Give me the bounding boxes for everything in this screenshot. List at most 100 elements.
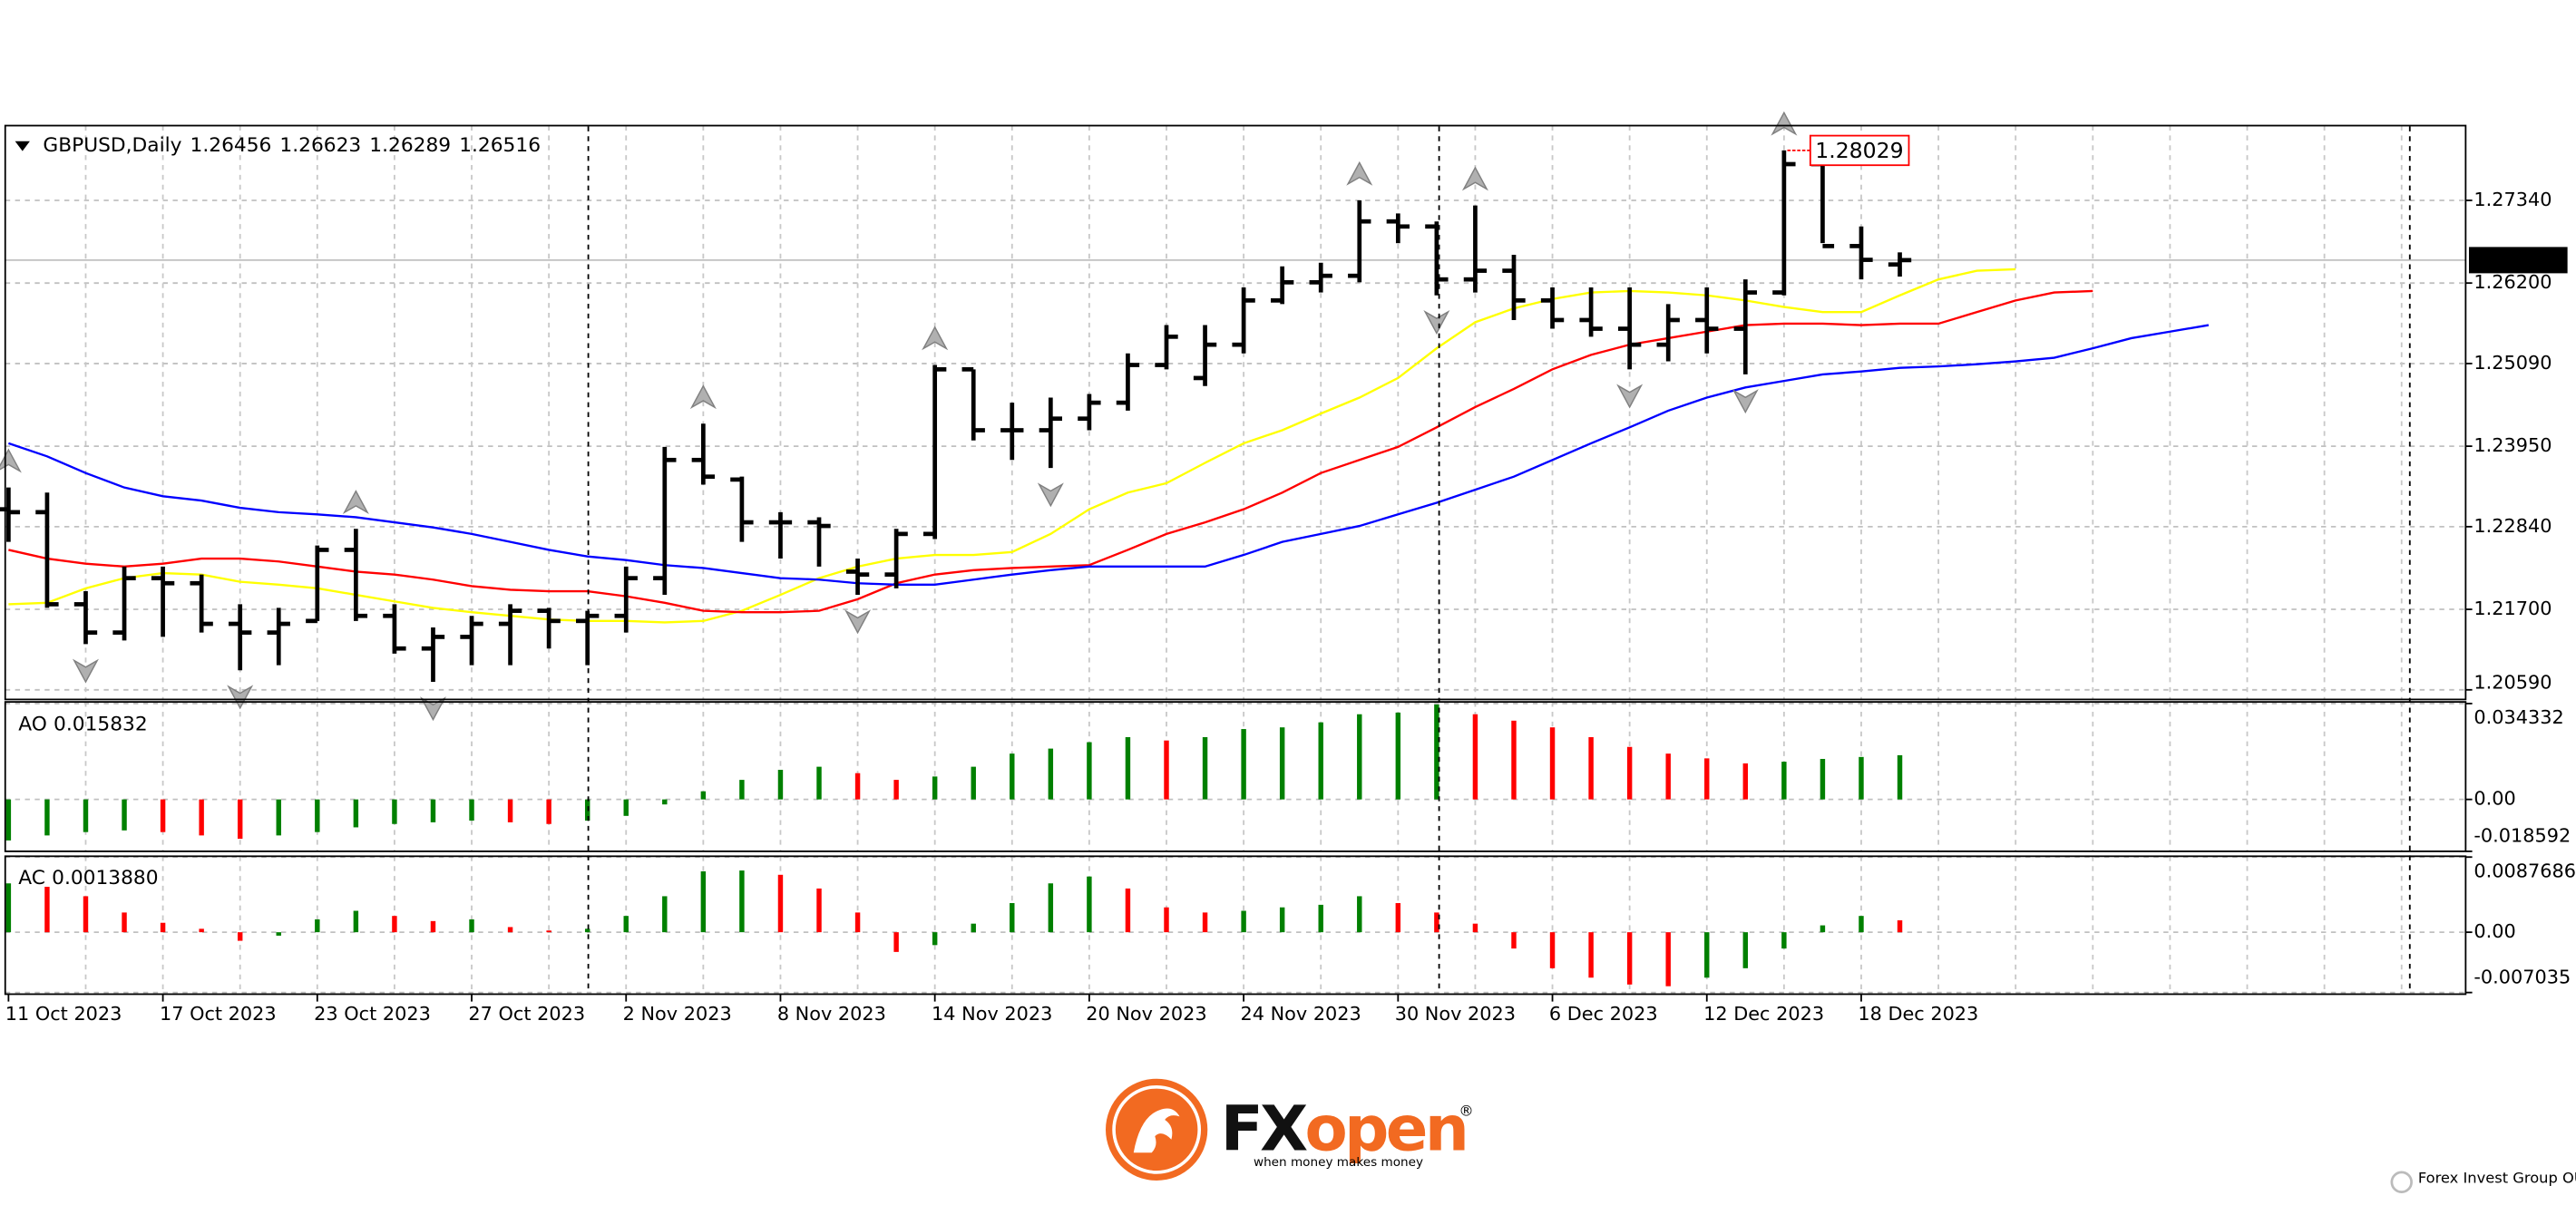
- histogram-bar: [1781, 932, 1787, 949]
- fractal-up: [1461, 166, 1488, 191]
- histogram-bar: [1087, 742, 1092, 800]
- histogram-bar: [1742, 932, 1749, 968]
- histogram-bar: [854, 912, 861, 933]
- x-tick-label: 18 Dec 2023: [1858, 1003, 1978, 1025]
- logo-lion: [1133, 1108, 1180, 1153]
- histogram-bar: [1781, 762, 1787, 800]
- histogram-bar: [5, 883, 12, 933]
- max-price-label: 1.28029: [1815, 138, 1903, 163]
- menu-triangle[interactable]: [15, 141, 30, 151]
- histogram-bar: [1820, 925, 1826, 933]
- x-tick-label: 17 Oct 2023: [160, 1003, 277, 1025]
- y-tick-label: 1.21700: [2474, 598, 2552, 619]
- y-tick-label: 1.20590: [2474, 671, 2552, 693]
- y-tick-label: 1.26200: [2474, 271, 2552, 293]
- current-price-box: [2468, 247, 2568, 274]
- fractal-up: [922, 326, 949, 351]
- histogram-bar: [469, 919, 474, 933]
- histogram-bar: [1626, 932, 1633, 985]
- histogram-bar: [1279, 907, 1285, 933]
- logo-ring: [1112, 1084, 1202, 1174]
- histogram-bar: [1010, 753, 1015, 800]
- ma-line: [8, 324, 2210, 587]
- histogram-bar: [1704, 758, 1710, 800]
- histogram-bar: [160, 799, 166, 832]
- x-tick-label: 2 Nov 2023: [623, 1003, 732, 1025]
- logo-registered: ®: [1459, 1102, 1473, 1119]
- histogram-bar: [430, 920, 436, 933]
- histogram-bar: [1357, 714, 1362, 800]
- indicator-value: 0.015832: [54, 713, 148, 735]
- fractal-up: [1346, 160, 1373, 186]
- histogram-bar: [1202, 912, 1208, 933]
- histogram-bar: [584, 928, 590, 933]
- histogram-bar: [1549, 932, 1556, 968]
- symbol: GBPUSD,Daily: [43, 134, 181, 157]
- histogram-bar: [1897, 920, 1903, 933]
- histogram-bar: [1742, 763, 1749, 800]
- panel-frame: [4, 124, 2467, 701]
- histogram-bar: [1588, 736, 1594, 800]
- histogram-bar: [1087, 876, 1092, 933]
- histogram-bar: [739, 780, 745, 800]
- histogram-bar: [392, 916, 397, 933]
- histogram-bar: [315, 919, 320, 933]
- histogram-bar: [1395, 902, 1401, 933]
- histogram-bar: [83, 896, 89, 933]
- histogram-bar: [1897, 754, 1903, 800]
- histogram-bar: [854, 773, 861, 800]
- header-open: 1.26456: [190, 134, 272, 157]
- fractal-up: [689, 384, 717, 410]
- y-tick-label: 1.25090: [2474, 352, 2552, 374]
- footer-icon: [2390, 1171, 2413, 1194]
- histogram-bar: [469, 799, 474, 821]
- histogram-bar: [1588, 932, 1594, 978]
- histogram-bar: [777, 874, 784, 933]
- logo-tagline: when money makes money: [1254, 1155, 1423, 1170]
- histogram-bar: [1434, 912, 1439, 933]
- current-price-label: 1.26516: [2477, 250, 2555, 272]
- histogram-bar: [932, 776, 938, 800]
- histogram-bar: [199, 799, 204, 836]
- histogram-bar: [1820, 759, 1826, 800]
- histogram-bar: [1164, 740, 1169, 800]
- indicator-label: AC 0.0013880: [18, 867, 158, 889]
- histogram-bar: [893, 780, 899, 800]
- header-high: 1.26623: [279, 134, 361, 157]
- period-separators: [587, 126, 2411, 994]
- x-tick-label: 24 Nov 2023: [1240, 1003, 1361, 1025]
- fractal-down: [227, 685, 254, 710]
- histogram-bar: [816, 888, 822, 933]
- histogram-bar: [1279, 727, 1285, 800]
- x-tick-label: 20 Nov 2023: [1086, 1003, 1206, 1025]
- footer-company: Forex Invest Group OU: [2418, 1170, 2576, 1187]
- histogram-bar: [276, 799, 281, 836]
- histogram-bar: [83, 799, 89, 832]
- histogram-bar: [777, 770, 784, 800]
- histogram-bar: [430, 799, 436, 822]
- histogram-bar: [1665, 753, 1671, 800]
- histogram-bar: [1511, 932, 1517, 949]
- histogram-bar: [1511, 720, 1517, 800]
- histogram-bar: [1010, 902, 1015, 933]
- histogram-bar: [276, 932, 281, 936]
- y-tick-label: 0.00: [2474, 920, 2515, 942]
- histogram-bar: [1395, 712, 1401, 800]
- histogram-bar: [122, 799, 127, 831]
- fractal-down: [844, 609, 872, 635]
- histogram-bar: [893, 932, 899, 952]
- x-tick-label: 12 Dec 2023: [1703, 1003, 1824, 1025]
- histogram-bar: [1549, 727, 1556, 800]
- histogram-bar: [237, 932, 243, 941]
- x-tick-label: 11 Oct 2023: [5, 1003, 122, 1025]
- histogram-bar: [546, 930, 551, 933]
- histogram-bar: [1241, 910, 1246, 933]
- histogram-bar: [1318, 722, 1323, 800]
- histogram-bar: [700, 791, 707, 800]
- histogram-bar: [971, 923, 976, 933]
- logo-open: open: [1305, 1093, 1467, 1165]
- histogram-bar: [700, 871, 707, 933]
- panel-frame: [4, 701, 2467, 852]
- fractal-down: [72, 658, 99, 684]
